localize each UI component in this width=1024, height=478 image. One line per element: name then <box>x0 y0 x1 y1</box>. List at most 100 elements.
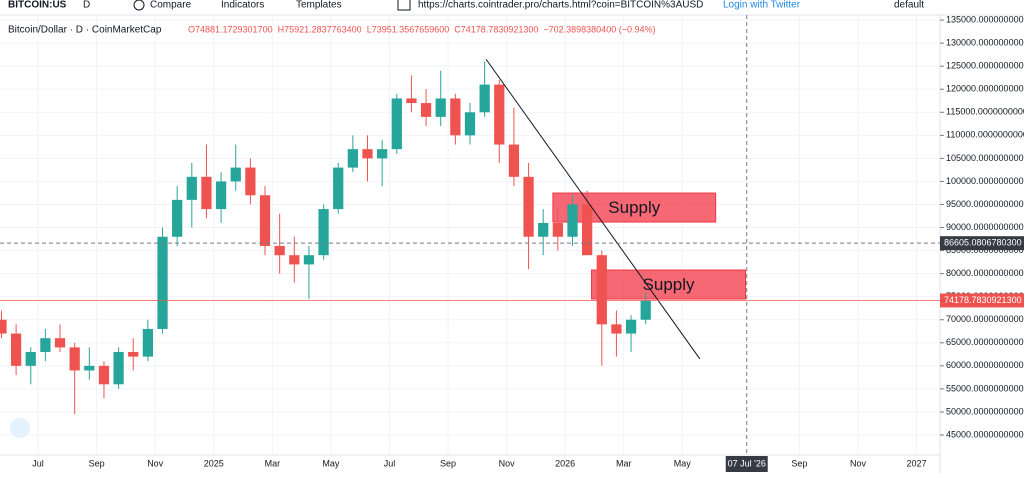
candle-body <box>245 167 256 196</box>
last-price-label: 74178.7830921300 <box>944 295 1022 305</box>
candle-body <box>259 195 271 246</box>
y-tick-label: 110000.0000000000 <box>946 130 1024 140</box>
indicators[interactable]: Indicators <box>221 0 264 11</box>
candle-body <box>0 319 7 334</box>
candle-body <box>40 338 51 353</box>
candle-body <box>347 149 358 168</box>
trendline <box>485 58 701 360</box>
x-tick-label: Nov <box>850 458 867 468</box>
y-tick-label: 60000.0000000000 <box>946 360 1024 370</box>
x-tick-label: 2027 <box>907 458 927 468</box>
candle-body <box>435 98 446 117</box>
candle-body <box>69 347 80 371</box>
candle-body <box>567 204 578 237</box>
y-tick-label: 45000.0000000000 <box>946 429 1024 439</box>
candle-body <box>142 328 154 357</box>
candle-body <box>215 181 227 210</box>
candle-body <box>274 245 285 256</box>
y-tick-label: 55000.0000000000 <box>946 383 1024 393</box>
interval[interactable]: D <box>83 0 90 11</box>
candle-body <box>172 199 183 237</box>
crosshair-y-box <box>940 236 1024 251</box>
y-tick-label: 65000.0000000000 <box>946 337 1024 347</box>
legend-title: Bitcoin/Dollar · D · CoinMarketCap <box>8 25 162 36</box>
candle-body <box>157 236 168 329</box>
ohlc-value: C74178.7830921300 <box>454 24 538 34</box>
candle-body <box>113 352 124 385</box>
candle-body <box>201 176 212 210</box>
y-tick-label: 120000.0000000000 <box>946 84 1024 94</box>
candle-body <box>303 255 315 265</box>
zone-label: Supply <box>643 275 695 294</box>
y-tick-label: 100000.0000000000 <box>946 176 1024 186</box>
logo[interactable] <box>10 418 30 438</box>
x-tick-label: May <box>322 458 340 468</box>
candle-body <box>508 144 520 177</box>
candle-body <box>625 319 637 334</box>
ohlc-value: O74881.1729301700 <box>188 24 273 34</box>
candle-body <box>552 222 563 237</box>
candle-body <box>420 103 432 117</box>
candle-body <box>186 176 197 200</box>
toolbar <box>0 0 1024 15</box>
candle-body <box>98 365 110 385</box>
url[interactable]: https://charts.cointrader.pro/charts.htm… <box>418 0 703 11</box>
x-tick-label: 2026 <box>555 458 575 468</box>
candle-body <box>611 324 622 334</box>
candle-body <box>538 222 549 237</box>
x-tick-label: Nov <box>499 458 516 468</box>
candle-body <box>582 204 593 256</box>
candle-body <box>333 167 344 210</box>
x-tick-label: Mar <box>265 458 281 468</box>
y-tick-label: 115000.0000000000 <box>946 107 1024 117</box>
x-tick-label: May <box>674 458 692 468</box>
supply-zone <box>552 192 717 223</box>
y-tick-label: 105000.0000000000 <box>946 153 1024 163</box>
crosshair-x-box <box>725 456 768 472</box>
candle-body <box>25 352 36 366</box>
candle-body <box>596 255 607 325</box>
candle-body <box>362 149 373 159</box>
templates[interactable]: Templates <box>296 0 342 11</box>
candle-body <box>54 338 66 348</box>
x-tick-label: Sep <box>440 458 456 468</box>
candle-body <box>494 84 505 145</box>
candle-body <box>391 98 402 150</box>
y-tick-label: 80000.0000000000 <box>946 268 1024 278</box>
ohlc-value: H75921.2837763400 <box>278 24 362 34</box>
compare[interactable]: Compare <box>150 0 192 11</box>
x-tick-label: Mar <box>616 458 632 468</box>
candle-body <box>450 98 461 136</box>
candle-body <box>84 365 95 371</box>
last-price-box <box>940 293 1024 308</box>
x-tick-label: 2025 <box>204 458 224 468</box>
candle-body <box>640 300 651 320</box>
candle-body <box>523 176 534 237</box>
candle-body <box>289 255 300 265</box>
candle-body <box>377 149 388 159</box>
candle-body <box>318 209 329 256</box>
candle-body <box>406 98 417 104</box>
compare-icon <box>133 0 145 11</box>
zone-label: Supply <box>608 198 660 217</box>
candle-body <box>464 112 476 136</box>
supply-zone <box>591 269 747 300</box>
candle-body <box>128 352 139 357</box>
crosshair-y-label: 86605.0806780300 <box>944 238 1022 248</box>
x-tick-label: Jul <box>384 458 396 468</box>
crosshair-x-label: 07 Jul '26 <box>728 458 766 468</box>
url-icon <box>397 0 411 11</box>
y-tick-label: 90000.0000000000 <box>946 222 1024 232</box>
layout[interactable]: default <box>894 0 924 11</box>
ohlc-value: L73951.3567659600 <box>367 24 450 34</box>
x-tick-label: Sep <box>89 458 105 468</box>
candle-body <box>479 84 490 113</box>
y-tick-label: 50000.0000000000 <box>946 406 1024 416</box>
login[interactable]: Login with Twitter <box>723 0 801 11</box>
y-tick-label: 70000.0000000000 <box>946 314 1024 324</box>
y-tick-label: 135000.0000000000 <box>946 14 1024 24</box>
ohlc-value: −702.3898380400 (−0.94%) <box>543 24 655 34</box>
candle-body <box>230 167 241 182</box>
symbol[interactable]: BITCOIN:US <box>8 0 67 11</box>
